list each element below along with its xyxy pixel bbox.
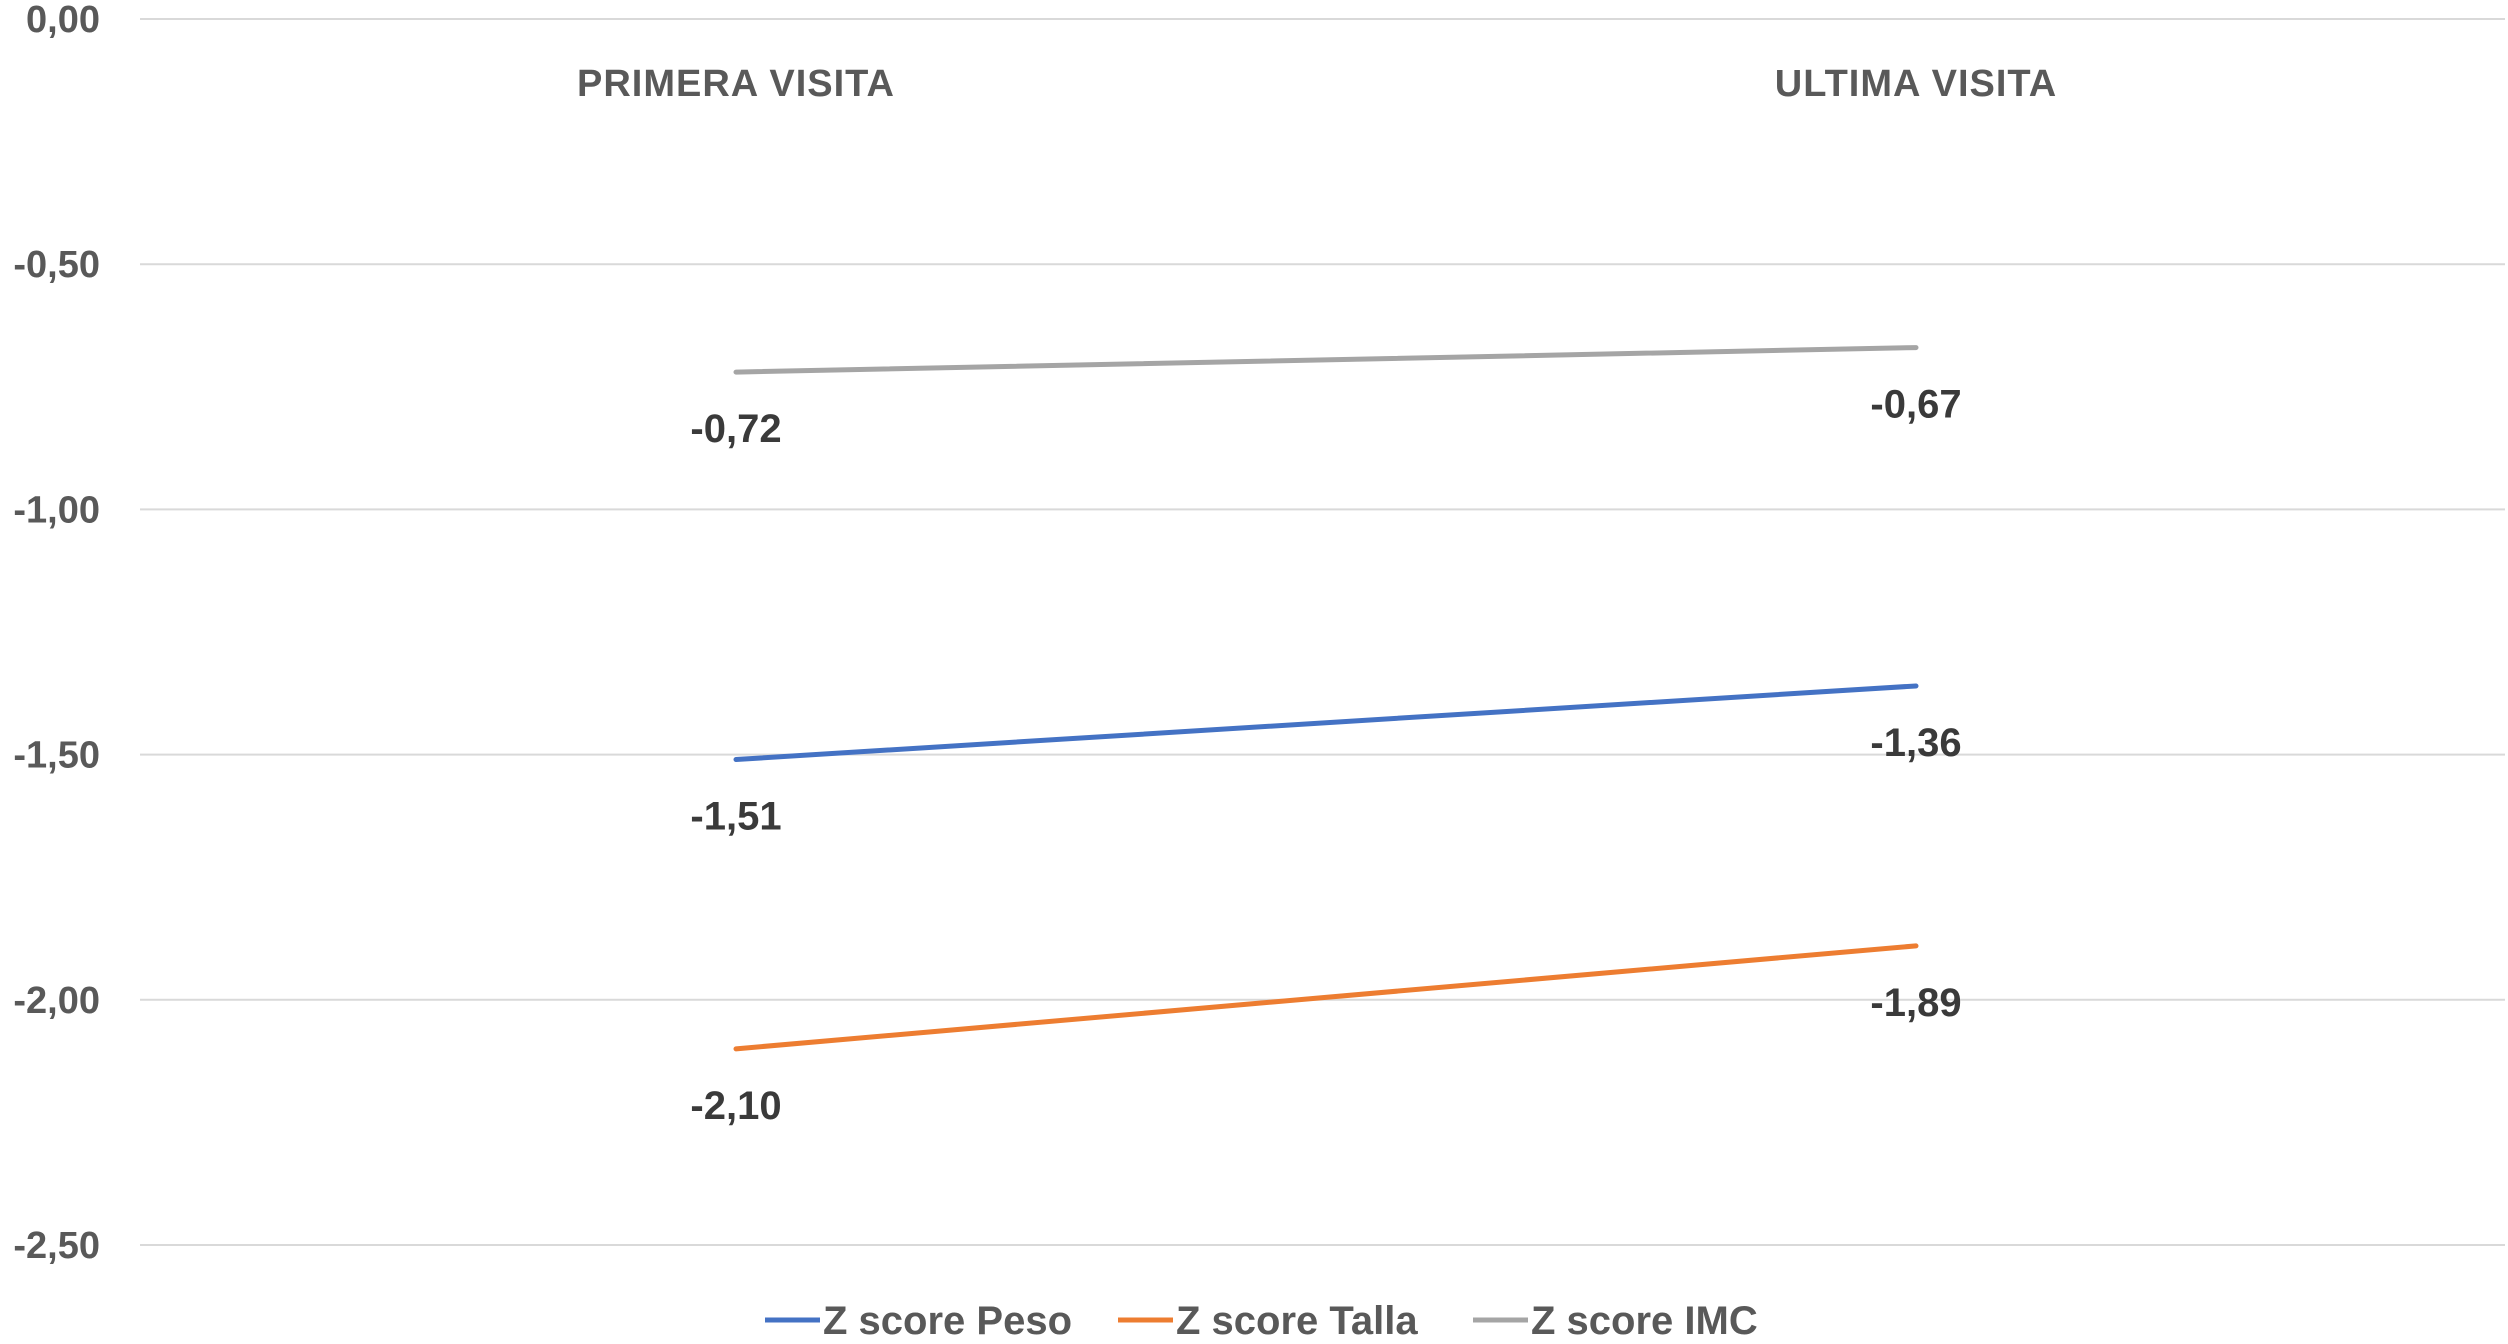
legend-label: Z score Peso (823, 1299, 1072, 1343)
series-line (733, 683, 1919, 763)
series-line (733, 943, 1919, 1052)
y-tick-label: -2,00 (13, 980, 100, 1022)
y-tick-label: -2,50 (13, 1225, 100, 1267)
legend-label: Z score IMC (1531, 1299, 1758, 1343)
y-axis-tick-labels: 0,00 -0,50 -1,00 -1,50 -2,00 -2,50 (13, 0, 100, 1267)
y-tick-label: -1,50 (13, 735, 100, 777)
data-label: -0,67 (1870, 383, 1961, 427)
data-label: -1,51 (690, 795, 781, 839)
y-tick-label: 0,00 (26, 0, 100, 41)
series-lines (733, 345, 1919, 1052)
data-label: -1,89 (1870, 981, 1961, 1025)
series-line (733, 345, 1919, 375)
data-label: -1,36 (1870, 721, 1961, 765)
legend: Z score Peso Z score Talla Z score IMC (765, 1299, 1758, 1343)
y-tick-label: -0,50 (13, 244, 100, 286)
y-tick-label: -1,00 (13, 489, 100, 531)
data-label: -0,72 (690, 407, 781, 451)
x-axis-category-labels: PRIMERA VISITA ULTIMA VISITA (577, 63, 2058, 105)
data-labels: -1,51 -1,36 -2,10 -1,89 -0,72 -0,67 (690, 383, 1961, 1128)
gridlines (140, 18, 2505, 1246)
data-label: -2,10 (690, 1084, 781, 1128)
category-label: ULTIMA VISITA (1775, 63, 2058, 105)
legend-label: Z score Talla (1176, 1299, 1418, 1343)
category-label: PRIMERA VISITA (577, 63, 895, 105)
